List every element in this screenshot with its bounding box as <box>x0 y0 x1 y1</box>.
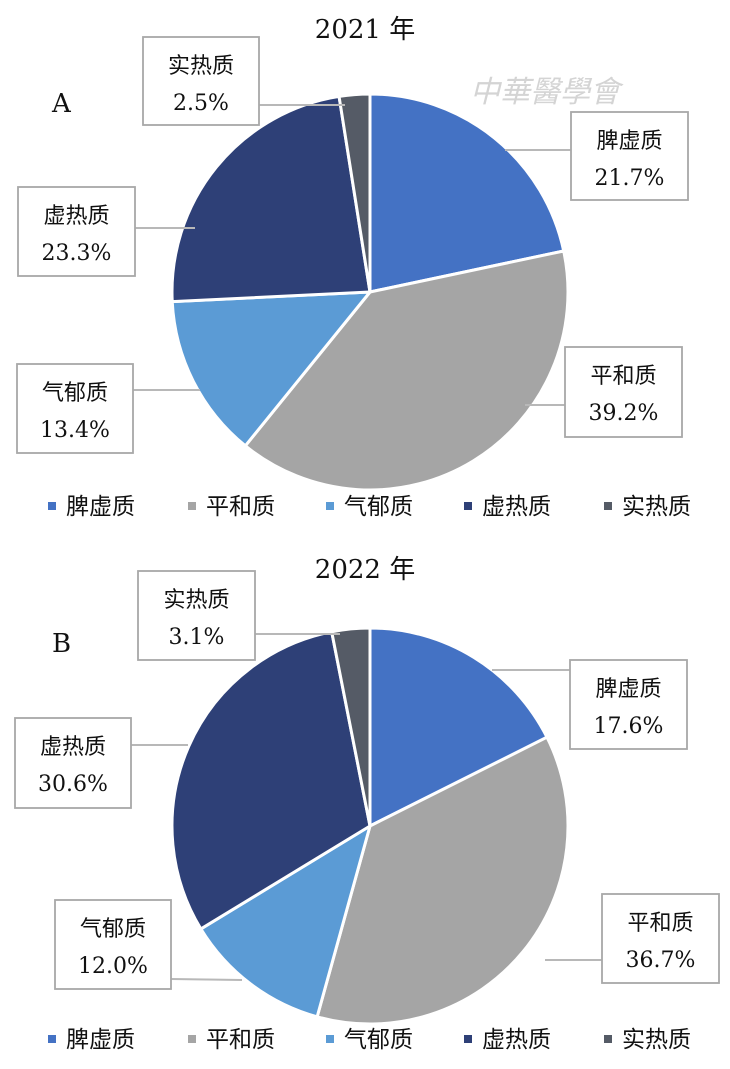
chart-a-legend-item-3: 虚热质 <box>464 494 551 520</box>
chart-b-slice-0 <box>368 626 549 828</box>
chart-a-callout-box-0 <box>570 111 689 201</box>
chart-b-legend-label-0: 脾虚质 <box>66 1027 135 1053</box>
chart-b-legend-swatch-4 <box>604 1035 612 1043</box>
chart-b-slice-label-1: 36.7% <box>626 948 696 973</box>
chart-b-callout-0: 脾虚质 17.6% <box>492 659 688 750</box>
chart-a-callout-3: 虚热质 23.3% <box>17 186 195 277</box>
chart-a-legend-label-0: 脾虚质 <box>66 494 135 520</box>
chart-b-legend-label-2: 气郁质 <box>344 1027 413 1053</box>
chart-a: 2021 年 A 脾虚质 21.7% 平和质 39.2% 气郁质 13.4% 虚热质 23.3… <box>16 15 691 520</box>
chart-b-legend-item-1: 平和质 <box>188 1027 275 1053</box>
chart-b-title: 2022 年 <box>315 555 415 585</box>
chart-b-legend-swatch-1 <box>188 1035 196 1043</box>
chart-a-slice-name-3: 虚热质 <box>43 204 109 229</box>
chart-a-slice-name-0: 脾虚质 <box>596 129 662 154</box>
chart-b-legend: 脾虚质 平和质 气郁质 虚热质 实热质 <box>48 1027 691 1053</box>
chart-a-legend-item-0: 脾虚质 <box>48 494 135 520</box>
chart-b-legend-label-3: 虚热质 <box>482 1027 551 1053</box>
chart-a-title: 2021 年 <box>315 15 415 45</box>
chart-a-slice-0 <box>368 92 566 294</box>
chart-a-slice-name-2: 气郁质 <box>42 381 108 406</box>
chart-b-callouts: 脾虚质 17.6% 平和质 36.7% 气郁质 12.0% 虚热质 30.6% 实热质 3.1% <box>14 570 720 990</box>
chart-a-callout-box-3 <box>17 186 136 277</box>
chart-a-slice-label-4: 2.5% <box>173 91 229 116</box>
chart-b-legend-item-4: 实热质 <box>604 1027 691 1053</box>
chart-b-callout-4: 实热质 3.1% <box>137 570 340 661</box>
chart-a-legend: 脾虚质 平和质 气郁质 虚热质 实热质 <box>48 494 691 520</box>
chart-a-callout-0: 脾虚质 21.7% <box>505 111 689 201</box>
chart-a-callout-box-2 <box>16 363 134 454</box>
chart-b-slice-label-2: 12.0% <box>78 954 148 979</box>
chart-a-legend-swatch-4 <box>604 502 612 510</box>
chart-a-callout-box-4 <box>142 36 260 126</box>
chart-b-callout-box-2 <box>54 899 172 990</box>
chart-a-slice-name-1: 平和质 <box>590 364 656 389</box>
chart-a-legend-item-2: 气郁质 <box>326 494 413 520</box>
chart-a-legend-item-1: 平和质 <box>188 494 275 520</box>
chart-a-legend-label-4: 实热质 <box>622 494 691 520</box>
chart-a-legend-swatch-0 <box>48 502 56 510</box>
chart-b-slice-label-4: 3.1% <box>169 625 225 650</box>
chart-b-pie <box>170 626 570 1026</box>
chart-a-slice-1 <box>243 249 570 492</box>
chart-b-leader-2 <box>170 978 243 981</box>
chart-b-slice-name-2: 气郁质 <box>80 917 146 942</box>
chart-b-slice-2 <box>199 824 372 1019</box>
chart-b-slice-3 <box>170 630 372 931</box>
chart-b-legend-item-2: 气郁质 <box>326 1027 413 1053</box>
chart-a-legend-label-2: 气郁质 <box>344 494 413 520</box>
chart-b-legend-swatch-2 <box>326 1035 334 1043</box>
chart-a-legend-item-4: 实热质 <box>604 494 691 520</box>
chart-a-legend-swatch-3 <box>464 502 472 510</box>
chart-b-callout-box-1 <box>601 893 720 984</box>
chart-a-panel-letter: A <box>51 89 72 119</box>
chart-a-slice-label-3: 23.3% <box>42 241 112 266</box>
chart-a-legend-label-1: 平和质 <box>206 494 275 520</box>
chart-b-legend-label-4: 实热质 <box>622 1027 691 1053</box>
chart-b-slice-name-1: 平和质 <box>627 911 693 936</box>
chart-a-legend-label-3: 虚热质 <box>482 494 551 520</box>
chart-b-callout-box-4 <box>137 570 256 661</box>
watermark: 中華醫學會 <box>470 75 624 110</box>
chart-a-pie <box>170 92 570 492</box>
chart-b-panel-letter: B <box>52 629 71 659</box>
chart-a-callout-1: 平和质 39.2% <box>525 346 683 438</box>
chart-a-callout-2: 气郁质 13.4% <box>16 363 200 454</box>
chart-b-callout-box-3 <box>14 717 132 809</box>
chart-b-legend-item-3: 虚热质 <box>464 1027 551 1053</box>
chart-b-slice-name-4: 实热质 <box>163 588 229 613</box>
chart-b-slice-name-0: 脾虚质 <box>595 677 661 702</box>
chart-b-legend-item-0: 脾虚质 <box>48 1027 135 1053</box>
chart-b-callout-1: 平和质 36.7% <box>545 893 720 984</box>
chart-a-slice-3 <box>170 94 372 304</box>
chart-a-slice-label-2: 13.4% <box>40 418 110 443</box>
chart-a-slice-name-4: 实热质 <box>168 54 234 79</box>
chart-b: 2022 年 B 脾虚质 17.6% 平和质 36.7% 气郁质 12.0% 虚热质 30.6… <box>14 555 720 1053</box>
chart-a-legend-swatch-1 <box>188 502 196 510</box>
chart-b-legend-swatch-3 <box>464 1035 472 1043</box>
chart-b-legend-swatch-0 <box>48 1035 56 1043</box>
chart-b-slice-1 <box>315 735 570 1026</box>
chart-a-slice-label-0: 21.7% <box>595 166 665 191</box>
chart-b-callout-2: 气郁质 12.0% <box>54 899 243 990</box>
chart-b-callout-3: 虚热质 30.6% <box>14 717 188 809</box>
chart-b-slice-4 <box>330 626 372 828</box>
chart-a-callout-box-1 <box>564 346 683 438</box>
chart-b-legend-label-1: 平和质 <box>206 1027 275 1053</box>
chart-a-callout-4: 实热质 2.5% <box>142 36 345 126</box>
chart-a-callouts: 脾虚质 21.7% 平和质 39.2% 气郁质 13.4% 虚热质 23.3% 实热质 2.5% <box>16 36 689 454</box>
chart-b-slice-label-3: 30.6% <box>38 772 108 797</box>
chart-a-legend-swatch-2 <box>326 502 334 510</box>
chart-b-callout-box-0 <box>569 659 688 750</box>
chart-a-slice-4 <box>337 92 372 294</box>
chart-b-slice-label-0: 17.6% <box>594 714 664 739</box>
chart-b-slice-name-3: 虚热质 <box>40 735 106 760</box>
chart-a-slice-2 <box>170 290 372 448</box>
chart-a-slice-label-1: 39.2% <box>589 401 659 426</box>
